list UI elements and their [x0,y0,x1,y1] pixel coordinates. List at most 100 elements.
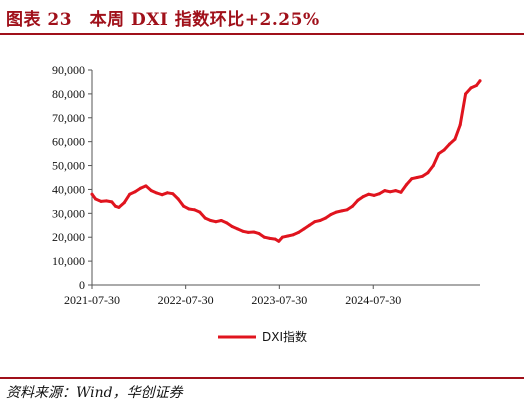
y-tick-label: 0 [79,278,85,292]
data-point [99,199,103,203]
data-point [377,192,381,196]
data-point [404,183,408,187]
data-point [453,137,457,141]
data-point [458,123,462,127]
source-note: 资料来源：Wind，华创证券 [6,385,183,401]
data-point [133,190,137,194]
data-point [203,216,207,220]
data-point [155,191,159,195]
data-point [340,209,344,213]
data-point [94,197,98,201]
data-point [291,233,295,237]
data-point [356,198,360,202]
data-point [128,192,132,196]
data-point [297,230,301,234]
data-point [388,190,392,194]
y-tick-label: 50,000 [52,159,85,173]
x-tick-label: 2021-07-30 [64,293,120,307]
data-point [171,192,175,196]
data-point [273,237,277,241]
y-tick-label: 20,000 [52,230,85,244]
data-point [431,164,435,168]
y-tick-label: 40,000 [52,182,85,196]
data-point [318,219,322,222]
data-point [324,216,327,220]
data-point [113,204,117,208]
data-point [442,148,446,152]
data-point [90,192,94,196]
data-point [165,191,169,195]
data-point [394,189,398,193]
x-tick-label: 2023-07-30 [251,293,307,307]
x-tick-label: 2024-07-30 [345,293,401,307]
figure-title: 图表 23 本周 DXI 指数环比+2.25% [6,10,320,30]
data-point [246,230,250,234]
y-tick-label: 10,000 [52,254,85,268]
data-point [361,195,365,199]
data-point [262,235,266,239]
y-tick-label: 90,000 [52,63,85,77]
data-point [383,189,387,193]
data-point [351,204,354,208]
legend: DXI指数 [218,329,307,344]
data-point [464,92,468,96]
data-point [329,213,333,216]
data-point [257,232,261,236]
data-point [372,193,376,197]
data-point [280,235,284,239]
data-point [426,171,430,175]
x-tick-label: 2022-07-30 [158,293,214,307]
y-axis: 0 10,000 20,000 30,000 40,000 50,000 60,000 70,… [52,63,93,292]
x-axis: 2021-07-30 2022-07-30 2023-07-30 2024-07-30 [64,284,480,307]
data-point [421,174,424,178]
dxi-line-chart: 0 10,000 20,000 30,000 40,000 50,000 60,000 70,… [52,63,482,344]
data-point [144,184,148,188]
data-point [219,219,223,222]
data-point [345,208,349,212]
series-layer [90,79,482,243]
legend-label: DXI指数 [262,329,307,344]
data-point [334,210,338,214]
y-tick-label: 30,000 [52,206,85,220]
y-tick-label: 60,000 [52,135,85,149]
data-point [225,221,229,225]
data-point [478,79,482,83]
data-point [187,207,191,211]
data-point [367,192,371,196]
data-point [198,210,202,214]
data-point [474,84,478,87]
data-point [286,234,290,238]
data-point [122,201,126,205]
series-line-dxi [90,79,482,243]
data-point [192,208,196,212]
data-point [252,230,256,234]
data-point [209,219,213,222]
data-point [230,225,234,228]
data-point [117,205,121,209]
source-rule [0,377,524,379]
data-point [277,239,281,243]
data-point [302,227,306,231]
data-point [410,177,414,181]
data-point [139,186,142,190]
data-point [236,227,239,231]
title-rule [0,33,524,35]
data-point [241,229,245,233]
data-point [307,223,311,227]
data-point [149,189,153,193]
data-point [399,190,403,194]
data-point [313,220,317,224]
data-point [160,193,164,197]
data-point [437,152,441,156]
data-point [104,199,108,203]
data-point [214,220,218,224]
y-tick-label: 70,000 [52,111,85,125]
data-point [176,197,180,201]
data-point [182,204,186,208]
data-point [268,236,272,240]
y-tick-label: 80,000 [52,87,85,101]
data-point [110,200,114,204]
data-point [448,142,451,146]
data-point [415,176,419,179]
data-point [469,86,473,90]
